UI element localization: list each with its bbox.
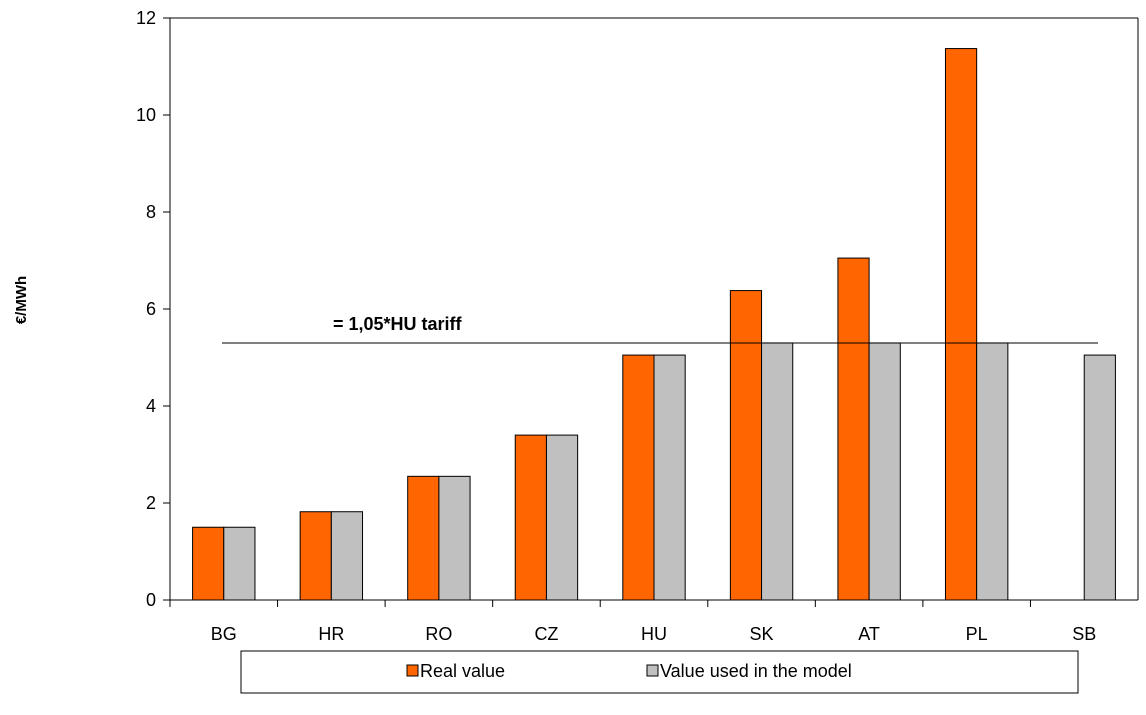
legend-label: Value used in the model <box>660 661 852 681</box>
bar-model-value-sb <box>1083 354 1116 601</box>
bar-model-value-bg <box>223 526 256 601</box>
bar-real-value-bg <box>192 526 225 601</box>
y-tick-label: 10 <box>136 105 156 125</box>
legend-swatch <box>406 664 419 677</box>
bars <box>192 48 1116 601</box>
reference-line-group: = 1,05*HU tariff <box>222 314 1098 344</box>
y-axis-label: €/MWh <box>13 276 30 324</box>
axes: 0 2 4 6 8 10 12 BG HR RO CZ HU SK AT PL SB <box>136 8 1139 644</box>
y-tick-label: 2 <box>146 493 156 513</box>
bar-real-value-ro <box>407 475 440 601</box>
bar-real-value-at <box>837 257 870 601</box>
bar-real-value-hr <box>299 511 332 601</box>
x-tick-label: HR <box>318 624 344 644</box>
bar-model-value-at <box>868 342 901 601</box>
x-tick-label: PL <box>966 624 988 644</box>
x-tick-label: CZ <box>534 624 558 644</box>
x-tick-label: AT <box>858 624 880 644</box>
bar-model-value-ro <box>438 475 471 601</box>
x-tick-label: HU <box>641 624 667 644</box>
bar-real-value-cz <box>514 434 547 601</box>
y-tick-label: 6 <box>146 299 156 319</box>
bar-model-value-hu <box>653 354 686 601</box>
bar-model-value-sk <box>761 342 794 601</box>
y-tick-label: 12 <box>136 8 156 28</box>
x-tick-label: SB <box>1072 624 1096 644</box>
bar-real-value-hu <box>622 354 655 601</box>
bar-model-value-hr <box>330 511 364 601</box>
bar-real-value-pl <box>944 48 978 601</box>
y-tick-label: 4 <box>146 396 156 416</box>
bar-model-value-pl <box>976 342 1009 601</box>
x-tick-label: SK <box>750 624 774 644</box>
y-tick-label: 0 <box>146 590 156 610</box>
reference-line-label: = 1,05*HU tariff <box>333 314 463 334</box>
legend-box <box>240 650 1079 694</box>
legend-swatch <box>646 664 659 677</box>
bar-real-value-sk <box>729 290 763 601</box>
x-tick-label: BG <box>211 624 237 644</box>
bar-model-value-cz <box>545 434 579 601</box>
x-tick-label: RO <box>425 624 452 644</box>
legend-label: Real value <box>420 661 505 681</box>
y-tick-label: 8 <box>146 202 156 222</box>
legend: Real value Value used in the model <box>240 650 1079 694</box>
